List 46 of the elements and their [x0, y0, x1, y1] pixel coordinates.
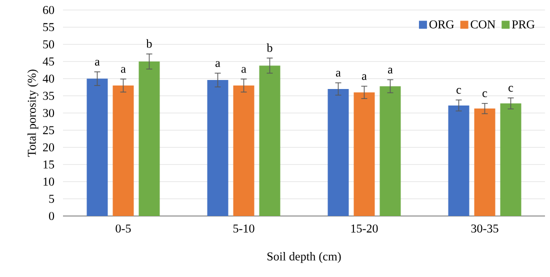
y-tick-label: 50 [43, 40, 54, 48]
annotation: c [508, 86, 514, 92]
bar [207, 80, 228, 216]
y-tick-label: 55 [43, 23, 54, 32]
y-tick-label: 60 [43, 6, 54, 14]
y-tick-label: 20 [43, 143, 54, 152]
x-tick-label: 30-35 [471, 224, 498, 233]
annotation: c [482, 91, 488, 98]
bar [86, 78, 108, 216]
annotation: a [362, 74, 367, 80]
y-tick-label: 15 [44, 160, 54, 169]
y-tick-label: 40 [42, 74, 54, 83]
annotation: a [95, 60, 100, 66]
y-tick-label: 30 [43, 108, 54, 118]
annotation: b [146, 39, 152, 48]
x-axis-title: Soil depth (cm) [267, 252, 341, 263]
y-tick-label: 25 [43, 126, 54, 134]
x-tick-label: 15-20 [351, 224, 378, 233]
y-tick-label: 5 [49, 194, 54, 203]
bar [448, 105, 470, 216]
bar [112, 86, 134, 216]
legend-label: PRG [512, 20, 535, 28]
legend-label: CON [470, 20, 496, 28]
annotation: a [336, 70, 341, 77]
annotation: a [242, 67, 246, 73]
annotation: c [456, 88, 462, 94]
bar [500, 103, 522, 216]
bar [354, 92, 375, 216]
y-tick-label: 35 [43, 92, 54, 100]
annotation: b [266, 43, 272, 52]
x-tick-label: 0-5 [116, 224, 131, 233]
y-tick-label: 0 [48, 212, 54, 220]
bar [380, 86, 401, 216]
y-tick-label: 45 [42, 57, 54, 66]
legend-label: ORG [429, 20, 454, 28]
x-tick-label: 5-10 [233, 224, 254, 233]
y-tick-label: 10 [44, 178, 54, 186]
bar [474, 108, 496, 216]
bar [259, 66, 280, 216]
bar [328, 88, 349, 216]
annotation: a [388, 68, 393, 74]
annotation: a [216, 61, 220, 67]
annotation: a [121, 67, 126, 73]
bar [138, 62, 160, 216]
bar [233, 86, 254, 216]
y-axis-title: Total porosity (%) [27, 70, 38, 157]
